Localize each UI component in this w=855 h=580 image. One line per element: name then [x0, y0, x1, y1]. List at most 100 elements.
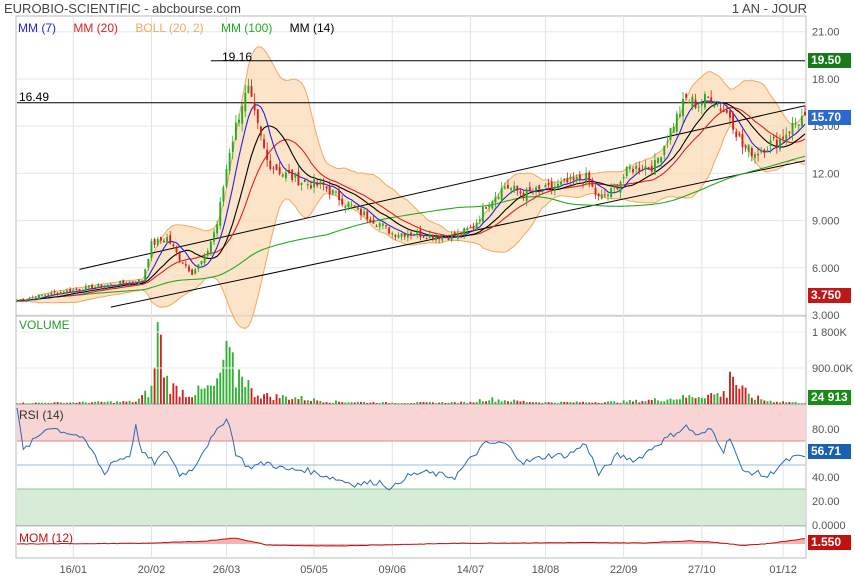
volume-bar: [757, 395, 760, 404]
candle-body: [547, 182, 550, 186]
volume-bar: [172, 383, 175, 404]
candle: [241, 102, 244, 132]
volume-bar: [616, 402, 619, 404]
candle-body: [525, 189, 528, 201]
candle-body: [557, 183, 559, 189]
candle: [603, 189, 606, 198]
candle-body: [797, 124, 800, 126]
candle-body: [616, 187, 619, 190]
candle-body: [644, 166, 647, 170]
candle: [760, 147, 763, 155]
candle-body: [141, 280, 144, 282]
candle-body: [119, 281, 122, 285]
volume-bar: [735, 385, 738, 404]
volume-axis-ticks: 1 800K 900.00K: [17, 327, 854, 375]
candle-body: [284, 172, 287, 179]
candle-body: [578, 174, 581, 181]
candle-body: [585, 172, 588, 182]
volume-bar: [438, 402, 441, 404]
candle: [416, 228, 419, 239]
candle: [310, 180, 312, 190]
candle-body: [122, 280, 125, 284]
volume-bar: [610, 401, 613, 404]
candle: [266, 142, 269, 167]
candle-body: [416, 231, 419, 236]
candle: [572, 172, 575, 185]
candle-body: [131, 281, 134, 283]
candle-body: [87, 285, 90, 288]
candle: [788, 130, 791, 139]
candle: [119, 280, 122, 287]
volume-bar: [682, 394, 684, 404]
candle-body: [647, 167, 650, 169]
candle: [722, 104, 725, 113]
candle: [103, 284, 106, 290]
candle-body: [481, 206, 484, 222]
candle: [557, 179, 559, 190]
volume-bar: [169, 393, 172, 404]
candle-body: [704, 93, 706, 108]
badge-rsi: 56.71: [808, 444, 851, 459]
candle-body: [216, 224, 219, 234]
candle: [453, 230, 456, 237]
candle: [347, 201, 350, 211]
candle: [685, 92, 688, 101]
candle: [431, 234, 434, 242]
candle-body: [788, 131, 791, 134]
volume-bar: [410, 403, 412, 404]
volume-bar: [178, 396, 181, 404]
candle: [719, 103, 722, 114]
candle-body: [722, 110, 725, 112]
volume-bar: [28, 403, 31, 404]
candle-body: [169, 235, 172, 244]
volume-bar: [775, 401, 778, 404]
candle: [81, 288, 84, 293]
candle: [363, 206, 366, 217]
volume-bar: [538, 402, 541, 404]
candle: [466, 225, 469, 234]
badge-last: 15.70: [808, 110, 851, 125]
candle: [72, 288, 75, 293]
volume-bar: [59, 402, 62, 404]
candle-body: [19, 299, 22, 301]
candle-body: [84, 286, 87, 291]
volume-bar: [275, 394, 278, 404]
candle: [425, 237, 428, 240]
candle-body: [757, 154, 760, 156]
volume-bar: [385, 402, 387, 404]
candle-body: [47, 294, 50, 296]
candle: [641, 164, 644, 172]
volume-bar: [238, 369, 240, 404]
candle: [381, 222, 384, 230]
candle: [144, 268, 147, 282]
candle: [213, 228, 215, 246]
volume-bar: [303, 400, 306, 404]
candle-body: [653, 160, 656, 175]
candle: [191, 268, 194, 276]
candle-body: [697, 106, 700, 108]
volume-bar: [663, 401, 666, 404]
candle: [194, 267, 197, 275]
candle-body: [156, 238, 159, 246]
candle-body: [94, 286, 97, 288]
volume-bar: [444, 402, 447, 404]
candle: [159, 236, 162, 244]
volume-bar: [281, 395, 284, 404]
candle: [710, 90, 713, 105]
volume-tick-label: 1 800K: [812, 327, 848, 339]
candle: [525, 187, 528, 207]
candle: [41, 294, 43, 297]
volume-bar: [557, 403, 559, 404]
candle-body: [238, 119, 240, 123]
candle-body: [378, 223, 381, 227]
volume-bar: [488, 400, 491, 404]
volume-bar: [782, 401, 785, 404]
candle-body: [522, 192, 525, 198]
volume-bar: [353, 402, 356, 404]
volume-bar: [513, 399, 516, 404]
candle-body: [163, 240, 165, 242]
candle-body: [328, 185, 331, 195]
volume-bar: [388, 403, 391, 404]
candle: [791, 116, 794, 141]
